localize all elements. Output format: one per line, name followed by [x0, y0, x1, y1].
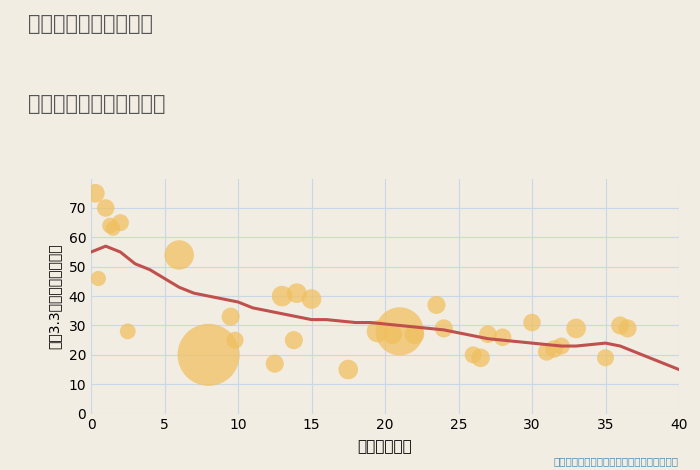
Point	[372, 328, 384, 335]
Point	[276, 292, 288, 300]
Point	[622, 325, 634, 332]
Point	[288, 337, 300, 344]
Point	[431, 301, 442, 309]
Point	[386, 330, 398, 338]
Point	[438, 325, 449, 332]
Point	[556, 342, 567, 350]
Point	[104, 222, 116, 229]
Point	[615, 321, 626, 329]
Point	[482, 330, 493, 338]
Point	[174, 251, 185, 258]
Point	[90, 189, 101, 197]
Text: 円の大きさは、取引のあった物件面積を示す: 円の大きさは、取引のあった物件面積を示す	[554, 456, 679, 466]
Point	[468, 351, 479, 359]
Point	[122, 328, 133, 335]
Point	[92, 274, 104, 282]
Point	[475, 354, 486, 361]
Point	[394, 328, 405, 335]
Y-axis label: 坪（3.3㎡）単価（万円）: 坪（3.3㎡）単価（万円）	[48, 243, 62, 349]
X-axis label: 築年数（年）: 築年数（年）	[358, 439, 412, 454]
Point	[306, 295, 317, 303]
Point	[100, 204, 111, 212]
Text: 岐阜県可児市西帷子の: 岐阜県可児市西帷子の	[28, 14, 153, 34]
Point	[526, 319, 538, 326]
Point	[203, 351, 214, 359]
Point	[600, 354, 611, 361]
Point	[570, 325, 582, 332]
Text: 築年数別中古戸建て価格: 築年数別中古戸建て価格	[28, 94, 165, 114]
Point	[230, 337, 241, 344]
Point	[108, 225, 119, 232]
Point	[409, 330, 420, 338]
Point	[115, 219, 126, 227]
Point	[343, 366, 354, 373]
Point	[291, 290, 302, 297]
Point	[497, 334, 508, 341]
Point	[225, 313, 237, 321]
Point	[541, 348, 552, 356]
Point	[269, 360, 280, 368]
Point	[549, 345, 560, 352]
